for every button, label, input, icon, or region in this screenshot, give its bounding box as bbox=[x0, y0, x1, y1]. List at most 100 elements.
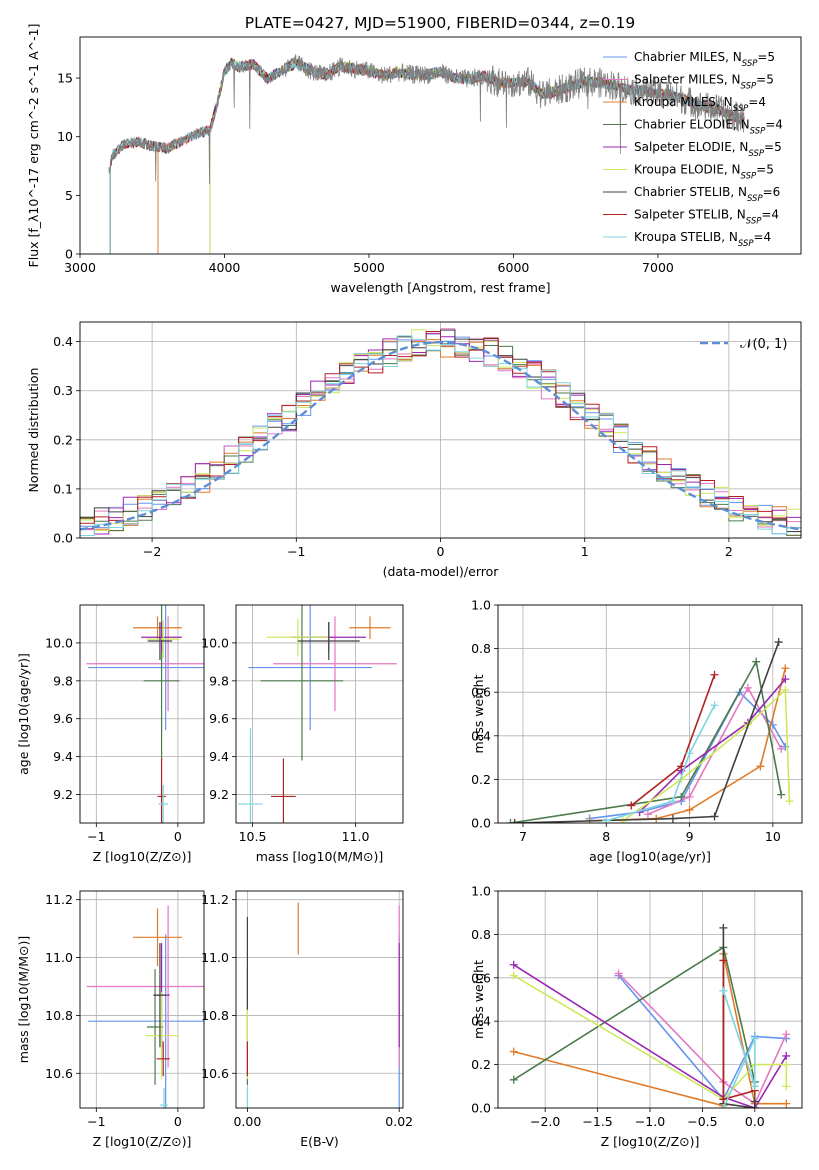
y-tick-label: 10 bbox=[57, 129, 73, 144]
weight-point bbox=[781, 675, 790, 684]
axes-frame bbox=[497, 890, 803, 1109]
x-tick-label: −1 bbox=[87, 829, 105, 844]
weight-point bbox=[777, 744, 786, 753]
x-tick-label: 0 bbox=[437, 544, 445, 559]
axes-frame bbox=[79, 890, 205, 1109]
axes-frame bbox=[235, 604, 404, 824]
y-tick-label: 9.2 bbox=[209, 787, 229, 802]
y-tick-label: 10.8 bbox=[45, 1008, 73, 1023]
weight-point bbox=[510, 819, 519, 823]
legend-entry: Kroupa ELODIE, NSSP=5 bbox=[634, 163, 774, 182]
weight-point bbox=[782, 1060, 791, 1069]
weight-point bbox=[750, 1034, 759, 1043]
observed-spectrum-line bbox=[108, 54, 745, 185]
weight-point bbox=[719, 1104, 728, 1108]
x-tick-label: 7 bbox=[519, 829, 527, 844]
y-tick-label: 11.2 bbox=[201, 892, 229, 907]
axes-frame bbox=[235, 890, 404, 1109]
x-axis-label: wavelength [Angstrom, rest frame] bbox=[330, 280, 550, 295]
x-tick-label: 0.02 bbox=[385, 1114, 413, 1129]
weight-point bbox=[685, 749, 694, 758]
axes-frame bbox=[79, 604, 205, 824]
y-tick-label: 1.0 bbox=[471, 884, 491, 899]
y-tick-label: 10.6 bbox=[45, 1066, 73, 1081]
y-tick-label: 0.3 bbox=[53, 383, 73, 398]
weight-point bbox=[668, 814, 677, 823]
y-axis-label: mass [log10(M/M⊙)] bbox=[16, 936, 31, 1064]
normal-curve bbox=[80, 340, 801, 531]
y-tick-label: 0.2 bbox=[471, 1057, 491, 1072]
plot-area bbox=[108, 54, 745, 254]
x-tick-label: 7000 bbox=[642, 260, 674, 275]
weight-line bbox=[513, 964, 787, 1108]
x-tick-label: −0.5 bbox=[687, 1114, 717, 1129]
plot-area bbox=[246, 902, 400, 1108]
weight-point bbox=[774, 638, 783, 647]
y-axis-label: Flux [f_λ10^-17 erg cm^-2 s^-1 A^-1] bbox=[26, 24, 41, 268]
weight-point bbox=[643, 810, 652, 819]
y-tick-label: 9.2 bbox=[53, 787, 73, 802]
x-tick-label: 3000 bbox=[64, 260, 96, 275]
x-tick-label: −1 bbox=[87, 1114, 105, 1129]
weight-point bbox=[777, 790, 786, 799]
y-tick-label: 0.6 bbox=[471, 970, 491, 985]
legend-entry: 𝒩(0, 1) bbox=[740, 337, 787, 352]
model-spectrum-line bbox=[209, 57, 745, 254]
plot-area bbox=[80, 328, 801, 536]
weight-line bbox=[606, 704, 716, 822]
y-tick-label: 0.8 bbox=[471, 927, 491, 942]
weight-point bbox=[750, 1097, 759, 1106]
plot-area bbox=[86, 905, 204, 1108]
weight-point bbox=[627, 801, 636, 810]
y-tick-label: 9.8 bbox=[209, 673, 229, 688]
y-tick-label: 0.0 bbox=[471, 816, 491, 831]
weight-line bbox=[647, 686, 782, 816]
axes-frame bbox=[79, 36, 802, 255]
axes-frame bbox=[497, 604, 803, 824]
weight-point bbox=[719, 1095, 728, 1104]
chart-weight_vs_Z: −2.0 −1.5 −1.0 −0.5 0.0 0.0 0.2 0.4 0.6 0.8 1.0 Z [… bbox=[471, 884, 803, 1149]
weight-point bbox=[782, 1030, 791, 1039]
legend-entry: Salpeter MILES, NSSP=5 bbox=[634, 73, 774, 92]
x-axis-label: age [log10(age/yr)] bbox=[589, 849, 711, 864]
legend-entry: Kroupa STELIB, NSSP=4 bbox=[634, 230, 771, 249]
weight-line bbox=[618, 972, 788, 1105]
weight-point bbox=[719, 956, 728, 965]
y-axis-label: mass weight bbox=[471, 674, 486, 753]
x-tick-label: −2 bbox=[143, 544, 161, 559]
weight-point bbox=[782, 1099, 791, 1108]
y-tick-label: 15 bbox=[57, 71, 73, 86]
y-axis-label: mass weight bbox=[471, 960, 486, 1039]
y-tick-label: 10.0 bbox=[201, 635, 229, 650]
x-tick-label: 10.5 bbox=[239, 829, 267, 844]
x-tick-label: 9 bbox=[686, 829, 694, 844]
weight-point bbox=[782, 1082, 791, 1091]
x-tick-label: 0 bbox=[174, 829, 182, 844]
weight-point bbox=[710, 812, 719, 821]
weight-line bbox=[589, 690, 786, 820]
weight-point bbox=[509, 1047, 518, 1056]
x-tick-label: 0 bbox=[174, 1114, 182, 1129]
legend-entry: Kroupa MILES, NSSP=4 bbox=[634, 95, 766, 114]
axes-frame bbox=[79, 321, 802, 539]
legend-entry: Chabrier ELODIE, NSSP=4 bbox=[634, 118, 783, 137]
x-tick-label: 5000 bbox=[353, 260, 385, 275]
weight-point bbox=[677, 762, 686, 771]
y-tick-label: 0.2 bbox=[53, 432, 73, 447]
weight-line bbox=[617, 975, 787, 1101]
weight-line bbox=[722, 990, 756, 1108]
y-tick-label: 11.0 bbox=[45, 950, 73, 965]
y-tick-label: 9.4 bbox=[209, 749, 229, 764]
y-tick-label: 0.4 bbox=[471, 1014, 491, 1029]
x-tick-label: 1 bbox=[581, 544, 589, 559]
y-tick-label: 0.1 bbox=[53, 481, 73, 496]
y-axis-label: age [log10(age/yr)] bbox=[16, 653, 31, 775]
weight-point bbox=[509, 971, 518, 980]
x-axis-label: E(B-V) bbox=[300, 1134, 339, 1149]
weight-point bbox=[685, 805, 694, 814]
plot-area bbox=[506, 638, 794, 823]
x-tick-label: 10 bbox=[765, 829, 781, 844]
weight-line bbox=[510, 659, 782, 823]
x-axis-label: mass [log10(M/M⊙)] bbox=[256, 849, 384, 864]
